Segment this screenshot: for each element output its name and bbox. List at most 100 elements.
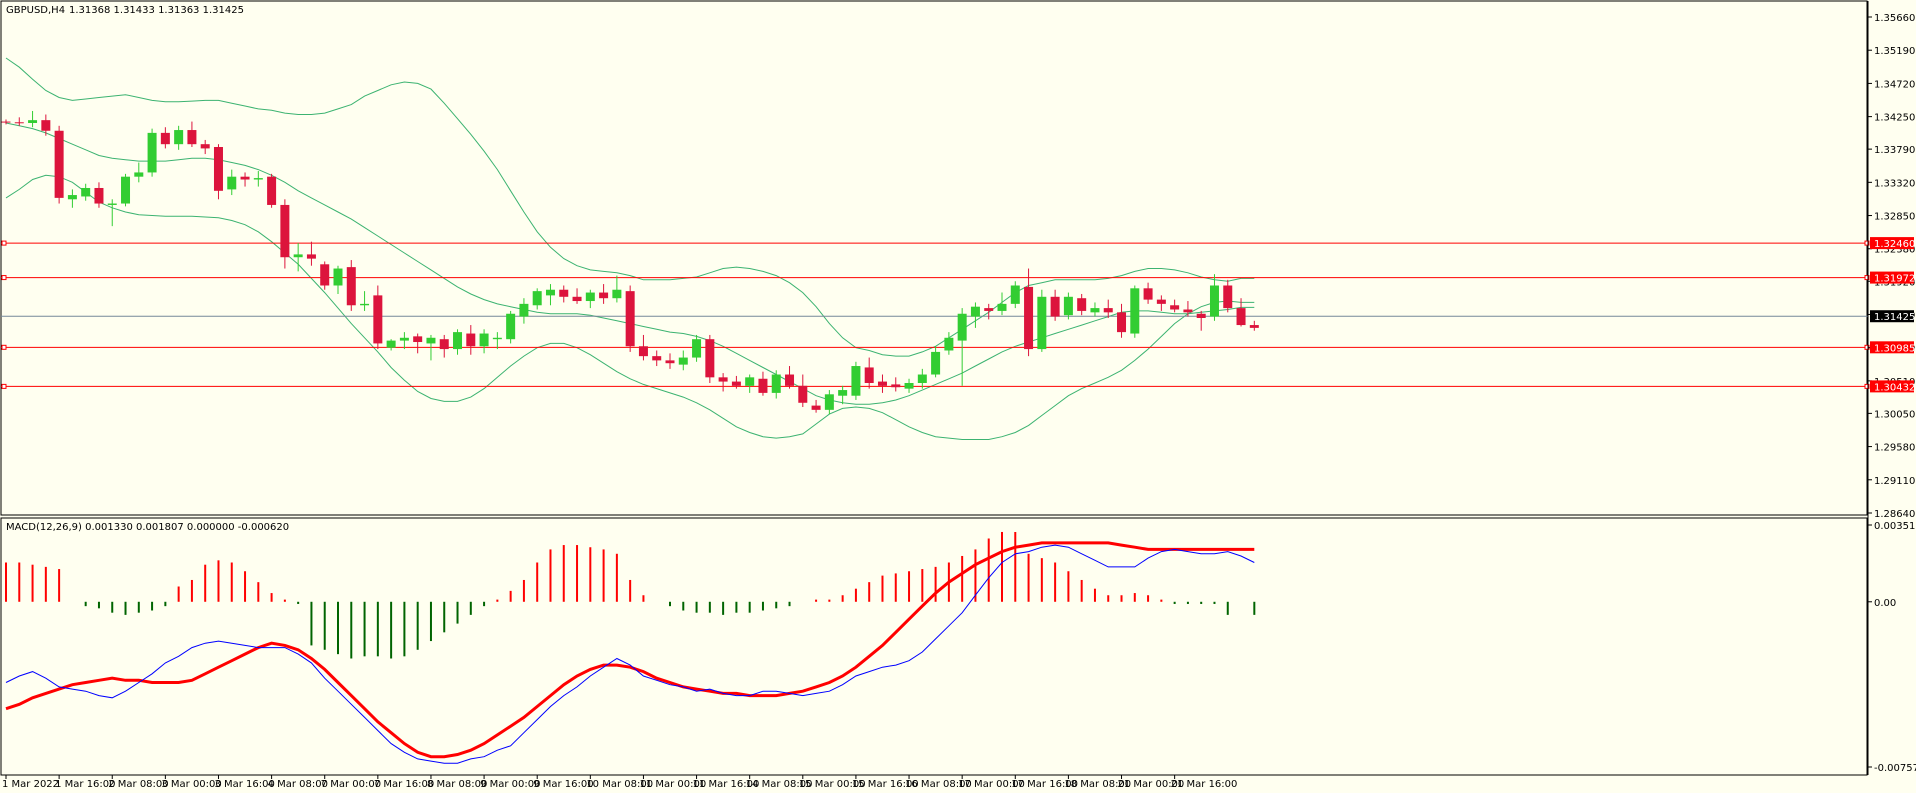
candle-body (1209, 285, 1219, 317)
candle-body (160, 132, 170, 145)
candle (559, 285, 569, 303)
bollinger-upper-line (5, 57, 1255, 357)
candle (200, 139, 210, 155)
candle-body (240, 176, 250, 180)
candle (877, 374, 887, 393)
bollinger-lower-line (5, 174, 1255, 440)
candle-body (81, 187, 91, 197)
candle (572, 288, 582, 304)
candle (1, 119, 11, 125)
candle (785, 366, 795, 389)
candle (14, 117, 24, 126)
candle-body (917, 374, 927, 383)
level-price-tag-text: 1.31972 (1874, 274, 1915, 285)
candle (931, 346, 941, 378)
candle (1024, 268, 1034, 357)
candle (824, 390, 834, 415)
price-pane-frame (0, 0, 1868, 516)
candle-body (931, 351, 941, 375)
candle-body (944, 337, 954, 351)
bid-price-tag-text: 1.31425 (1874, 312, 1915, 323)
candle-body (652, 356, 662, 361)
candle (439, 334, 449, 358)
candle-body (1236, 308, 1246, 326)
candle-body (1010, 285, 1020, 304)
macd-histogram (5, 531, 1256, 659)
candle-body (1117, 312, 1127, 333)
price-tick-label: 1.33320 (1874, 178, 1915, 189)
candle (612, 275, 622, 303)
candle-body (333, 268, 343, 286)
candle (984, 303, 994, 320)
candle-body (678, 357, 688, 365)
price-pane[interactable]: GBPUSD,H4 1.31368 1.31433 1.31363 1.3142… (0, 0, 1915, 775)
candle-body (1, 121, 11, 123)
candle-body (851, 366, 861, 396)
candle-body (798, 385, 808, 403)
candle (838, 385, 848, 405)
candle-body (612, 289, 622, 299)
candle-body (174, 130, 184, 145)
candle-body (771, 374, 781, 393)
time-tick-label: 3 Mar 16:00 (214, 779, 274, 790)
candle (28, 110, 38, 128)
candle (1249, 320, 1259, 331)
candle (81, 183, 91, 201)
candle (1156, 295, 1166, 311)
candle (1077, 293, 1087, 316)
candle-body (705, 339, 715, 378)
candle (638, 334, 648, 361)
time-tick-label: 15 Mar 16:00 (852, 779, 919, 790)
candle (771, 370, 781, 399)
candle (240, 172, 250, 187)
candle-body (1090, 308, 1100, 313)
candle-body (492, 337, 502, 340)
candle (1170, 299, 1180, 313)
line-anchor-handle[interactable] (1864, 275, 1870, 281)
macd-pane[interactable]: MACD(12,26,9) 0.001330 0.001807 0.000000… (0, 517, 1916, 776)
candle-body (665, 360, 675, 364)
candle (293, 243, 303, 272)
candle-body (107, 203, 117, 205)
candle (373, 285, 383, 350)
candle-body (147, 132, 157, 173)
horizontal-levels[interactable] (1, 240, 1870, 389)
candle-body (585, 292, 595, 302)
time-tick-label: 9 Mar 00:00 (480, 779, 540, 790)
candle-body (453, 332, 463, 350)
line-anchor-handle[interactable] (1864, 240, 1870, 246)
line-anchor-handle[interactable] (1864, 383, 1870, 389)
line-anchor-handle[interactable] (1, 240, 7, 246)
candle (811, 399, 821, 413)
candle (652, 350, 662, 367)
candle (1223, 279, 1233, 313)
candle (320, 261, 330, 290)
candle-body (572, 296, 582, 302)
candle (1090, 302, 1100, 317)
time-tick-label: 2 Mar 08:00 (108, 779, 168, 790)
candle-body (1156, 299, 1166, 304)
macd-pane-frame (0, 517, 1868, 776)
candle (851, 361, 861, 400)
line-anchor-handle[interactable] (1, 275, 7, 281)
candle (253, 171, 263, 187)
line-anchor-handle[interactable] (1, 344, 7, 350)
line-anchor-handle[interactable] (1, 383, 7, 389)
candle (532, 288, 542, 310)
candle-body (545, 289, 555, 296)
candle (453, 329, 463, 355)
candle (798, 374, 808, 408)
time-tick-label: 4 Mar 08:00 (268, 779, 328, 790)
candle-body (14, 122, 24, 124)
candle-body (1196, 313, 1206, 318)
candle-body (785, 374, 795, 386)
price-tick-label: 1.32380 (1874, 245, 1915, 256)
price-tick-label: 1.35660 (1874, 13, 1915, 24)
candlesticks (1, 110, 1259, 415)
time-tick-label: 1 Mar 2022 (2, 779, 59, 790)
candle-body (280, 204, 290, 258)
candle (174, 125, 184, 150)
price-tick-label: 1.33790 (1874, 145, 1915, 156)
signal-line (5, 541, 1255, 759)
